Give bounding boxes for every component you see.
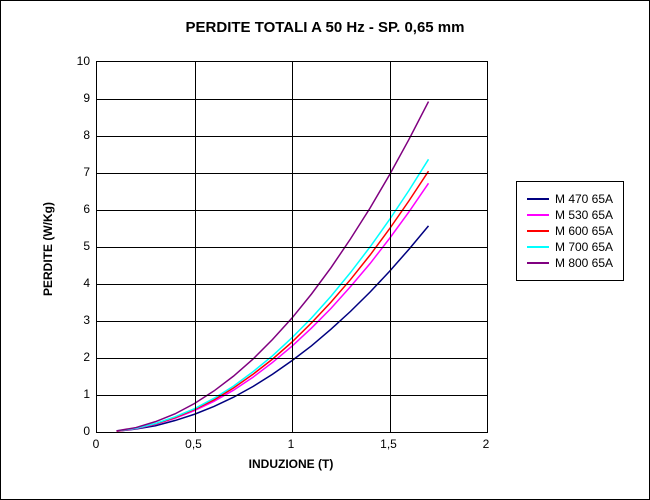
gridline-v bbox=[292, 62, 293, 432]
chart-title: PERDITE TOTALI A 50 Hz - SP. 0,65 mm bbox=[1, 19, 649, 36]
legend-label: M 600 65A bbox=[555, 224, 613, 238]
x-tick-label: 1,5 bbox=[369, 437, 409, 451]
y-tick-label: 1 bbox=[66, 387, 90, 401]
series-line bbox=[117, 226, 429, 431]
legend-item: M 700 65A bbox=[527, 240, 613, 254]
legend-label: M 530 65A bbox=[555, 208, 613, 222]
chart-frame: PERDITE TOTALI A 50 Hz - SP. 0,65 mm PER… bbox=[0, 0, 650, 500]
gridline-v bbox=[390, 62, 391, 432]
series-line bbox=[117, 102, 429, 431]
gridline-v bbox=[195, 62, 196, 432]
legend-swatch bbox=[527, 198, 549, 200]
y-tick-label: 2 bbox=[66, 350, 90, 364]
legend-item: M 470 65A bbox=[527, 192, 613, 206]
legend-item: M 530 65A bbox=[527, 208, 613, 222]
series-line bbox=[117, 159, 429, 431]
y-tick-label: 6 bbox=[66, 202, 90, 216]
y-tick-label: 5 bbox=[66, 239, 90, 253]
x-tick-label: 2 bbox=[466, 437, 506, 451]
legend-item: M 800 65A bbox=[527, 256, 613, 270]
x-tick-label: 0 bbox=[76, 437, 116, 451]
x-tick-label: 1 bbox=[271, 437, 311, 451]
legend-label: M 800 65A bbox=[555, 256, 613, 270]
x-axis-label: INDUZIONE (T) bbox=[96, 457, 486, 471]
legend-swatch bbox=[527, 214, 549, 216]
y-tick-label: 4 bbox=[66, 276, 90, 290]
legend: M 470 65A M 530 65A M 600 65A M 700 65A M 80… bbox=[516, 181, 624, 281]
legend-swatch bbox=[527, 230, 549, 232]
x-tick-label: 0,5 bbox=[174, 437, 214, 451]
y-tick-label: 8 bbox=[66, 128, 90, 142]
y-axis-label: PERDITE (W/Kg) bbox=[41, 202, 55, 296]
plot-area bbox=[96, 61, 488, 433]
legend-label: M 700 65A bbox=[555, 240, 613, 254]
y-tick-label: 3 bbox=[66, 313, 90, 327]
legend-swatch bbox=[527, 262, 549, 264]
legend-label: M 470 65A bbox=[555, 192, 613, 206]
y-tick-label: 10 bbox=[66, 54, 90, 68]
y-tick-label: 0 bbox=[66, 424, 90, 438]
legend-item: M 600 65A bbox=[527, 224, 613, 238]
y-tick-label: 9 bbox=[66, 91, 90, 105]
legend-swatch bbox=[527, 246, 549, 248]
y-tick-label: 7 bbox=[66, 165, 90, 179]
